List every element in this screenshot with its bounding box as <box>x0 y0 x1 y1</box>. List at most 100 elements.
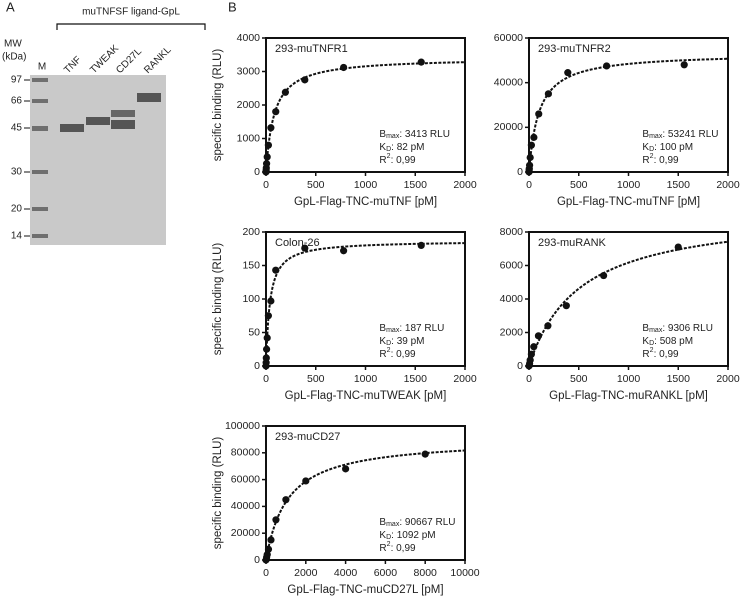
x-tick-label: 1500 <box>404 179 428 191</box>
x-tick-label: 2000 <box>453 179 477 191</box>
annotation-part: B <box>642 129 649 140</box>
x-tick-label: 10000 <box>450 567 479 579</box>
x-tick-label: 1000 <box>617 373 641 385</box>
x-tick-label: 2000 <box>294 567 318 579</box>
annotation-part: 2 <box>650 153 654 160</box>
data-point <box>267 124 275 132</box>
ladder-label: 14 <box>11 231 23 242</box>
annotation-part: 2 <box>387 541 391 548</box>
annotation-part: : 82 pM <box>391 142 424 153</box>
ladder-label: 20 <box>11 204 23 215</box>
y-tick-label: 150 <box>242 259 260 271</box>
annotation-part: K <box>379 142 386 153</box>
fit-annotation: KD: 82 pM <box>379 142 424 153</box>
y-tick-label: 100000 <box>225 420 260 432</box>
gel-header: muTNFSF ligand-GpL <box>82 7 180 18</box>
lane-label: RANKL <box>142 44 174 76</box>
y-tick-label: 50 <box>248 326 260 338</box>
fit-annotation: R2: 0,99 <box>642 347 679 360</box>
x-tick-label: 0 <box>263 567 269 579</box>
annotation-part: B <box>642 323 649 334</box>
annotation-part: : 1092 pM <box>391 530 435 541</box>
y-tick-label: 2000 <box>500 326 524 338</box>
annotation-part: 2 <box>650 347 654 354</box>
x-tick-label: 0 <box>526 373 532 385</box>
data-point <box>564 69 572 77</box>
annotation-part: R <box>379 349 386 360</box>
data-point <box>262 160 271 168</box>
x-tick-label: 500 <box>570 179 588 191</box>
data-point <box>302 477 310 485</box>
y-tick-label: 200 <box>242 226 260 238</box>
annotation-part: R <box>642 349 649 360</box>
annotation-part: D <box>386 534 391 541</box>
plot-frame <box>265 231 466 367</box>
annotation-part: : 187 RLU <box>399 323 444 334</box>
marker-label: M <box>38 62 46 73</box>
x-tick-label: 0 <box>263 373 269 385</box>
chart-title: 293-muCD27 <box>275 431 340 443</box>
fit-annotation: Bmax: 187 RLU <box>379 323 444 334</box>
fit-annotation: KD: 508 pM <box>642 336 693 347</box>
data-point <box>544 90 553 98</box>
x-axis-label: GpL-Flag-TNC-muTWEAK [pM] <box>285 390 447 402</box>
x-tick-label: 1000 <box>354 373 378 385</box>
annotation-part: K <box>642 336 649 347</box>
x-tick-label: 1500 <box>404 373 428 385</box>
data-point <box>526 153 534 162</box>
annotation-part: K <box>642 142 649 153</box>
panel-label: A <box>6 0 15 14</box>
fit-annotation: Bmax: 3413 RLU <box>379 129 450 140</box>
mw-label: MW <box>4 39 22 50</box>
bracket <box>56 23 206 30</box>
x-tick-label: 500 <box>307 373 325 385</box>
data-point <box>526 356 534 364</box>
y-tick-label: 4000 <box>237 32 261 44</box>
plot-frame <box>528 231 729 367</box>
y-tick-label: 0 <box>517 360 523 372</box>
annotation-part: max <box>649 327 663 334</box>
data-point <box>340 247 348 255</box>
y-tick-label: 0 <box>254 360 260 372</box>
y-tick-label: 100 <box>242 293 260 305</box>
annotation-part: max <box>386 327 400 334</box>
y-tick-label: 0 <box>517 166 523 178</box>
annotation-part: max <box>386 133 400 140</box>
data-point <box>264 545 273 553</box>
annotation-part: : 508 pM <box>654 336 693 347</box>
chart-title: 293-muTNFR2 <box>538 43 611 55</box>
data-point <box>262 354 270 362</box>
annotation-part: : 90667 RLU <box>399 517 455 528</box>
annotation-part: 2 <box>387 153 391 160</box>
data-point <box>527 350 535 358</box>
data-point <box>262 345 271 353</box>
fit-annotation: Bmax: 90667 RLU <box>379 517 455 528</box>
data-point <box>544 322 552 330</box>
data-point <box>417 58 425 66</box>
x-axis-label: GpL-Flag-TNC-muCD27L [pM] <box>287 584 443 596</box>
y-tick-label: 6000 <box>500 259 524 271</box>
annotation-part: D <box>649 340 654 347</box>
annotation-part: B <box>379 323 386 334</box>
data-point <box>264 312 272 320</box>
data-point <box>264 141 272 149</box>
annotation-part: B <box>379 129 386 140</box>
plot-frame <box>265 425 466 561</box>
y-axis-label: specific binding (RLU) <box>212 49 224 162</box>
x-axis-label: GpL-Flag-TNC-muRANKL [pM] <box>549 390 708 402</box>
y-tick-label: 60000 <box>231 473 260 485</box>
annotation-part: R <box>379 155 386 166</box>
fit-curve <box>528 57 729 173</box>
data-point <box>340 63 348 72</box>
data-point <box>267 297 275 305</box>
fit-annotation: R2: 0,99 <box>642 153 679 166</box>
y-tick-label: 20000 <box>494 121 523 133</box>
fit-annotation: KD: 100 pM <box>642 142 693 153</box>
y-tick-label: 2000 <box>237 99 261 111</box>
annotation-part: : 39 pM <box>391 336 424 347</box>
annotation-part: D <box>386 146 391 153</box>
ladder-label: 66 <box>11 96 23 107</box>
plot-frame <box>528 37 729 173</box>
data-point <box>301 244 309 252</box>
